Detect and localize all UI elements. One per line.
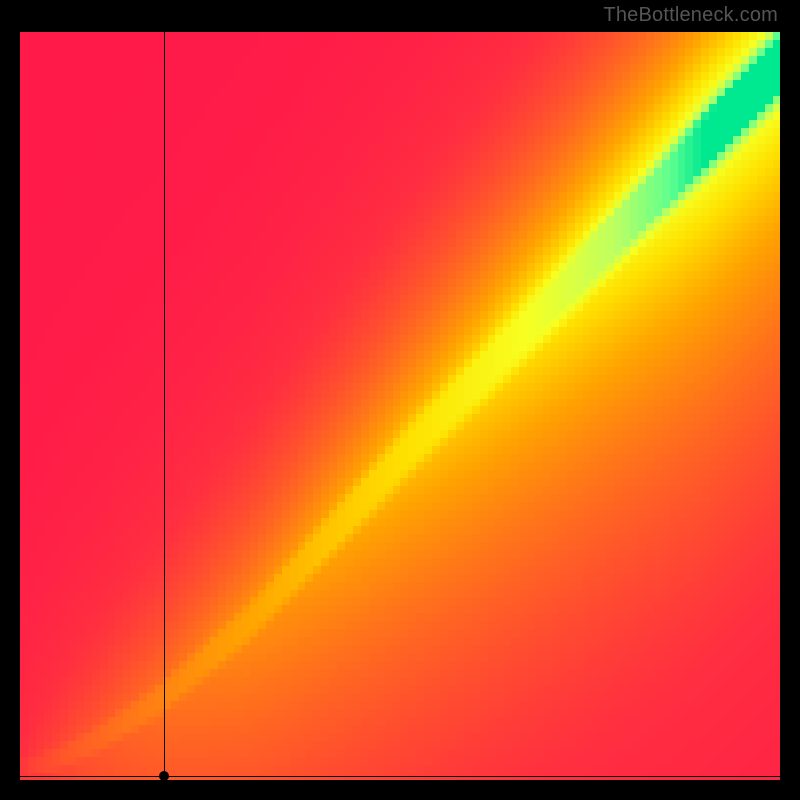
bottleneck-heatmap xyxy=(20,32,780,780)
crosshair-horizontal xyxy=(20,776,780,777)
crosshair-vertical xyxy=(164,32,165,780)
marker-point xyxy=(159,771,169,781)
outer-frame: TheBottleneck.com xyxy=(0,0,800,800)
plot-area xyxy=(20,32,780,780)
attribution-text: TheBottleneck.com xyxy=(603,4,778,27)
